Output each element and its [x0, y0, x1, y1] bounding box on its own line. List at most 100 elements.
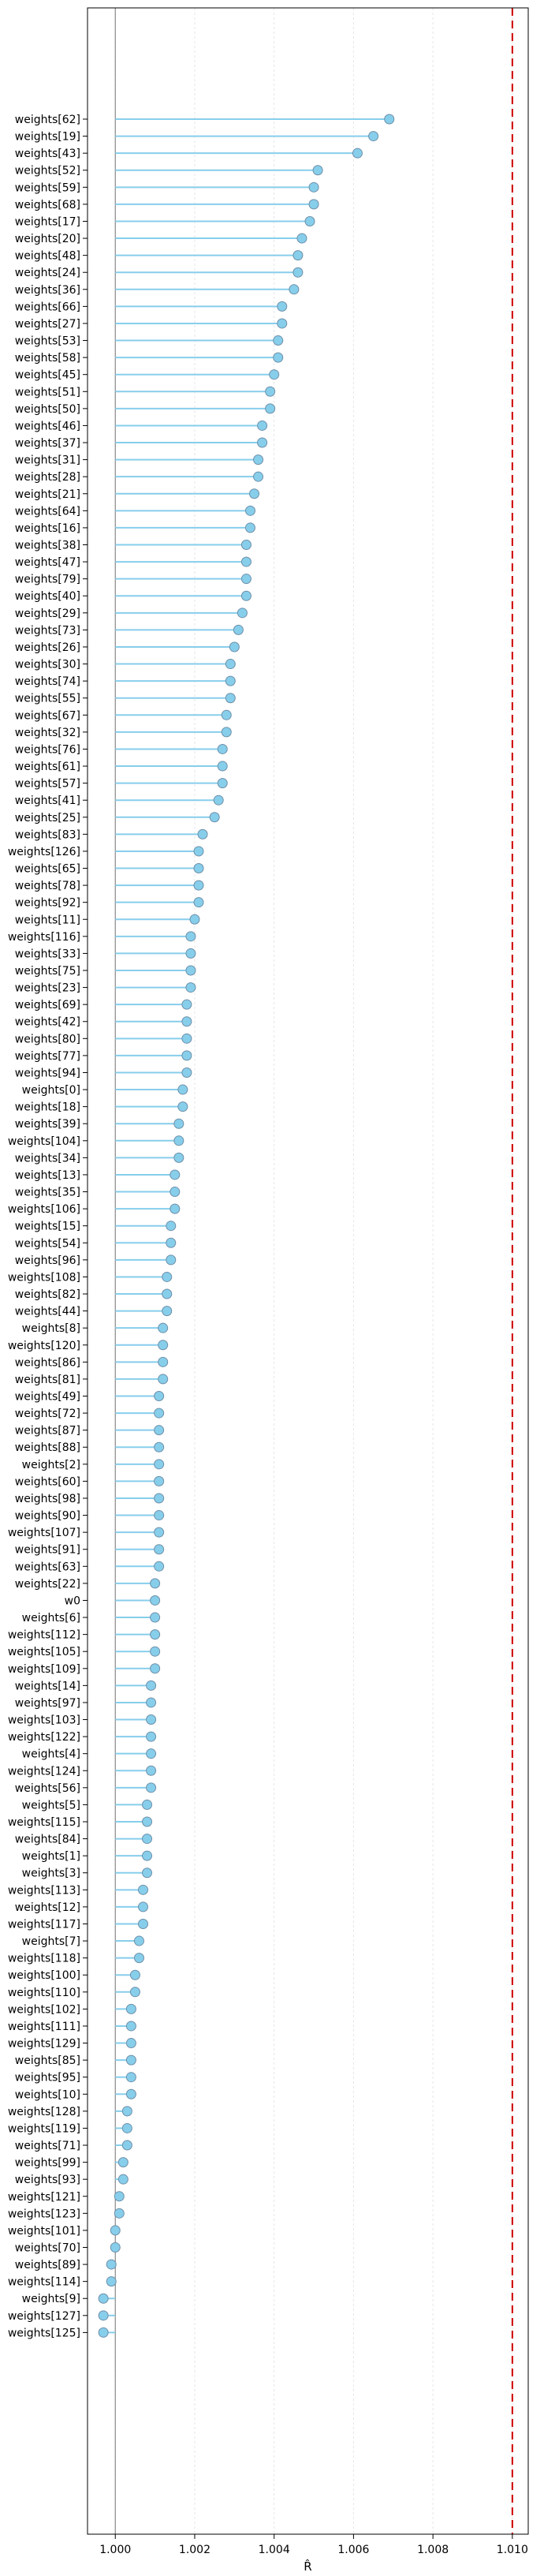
marker — [98, 2327, 109, 2338]
x-tick-label: 1.010 — [497, 2544, 528, 2556]
y-tick-label: weights[72] — [15, 1408, 80, 1420]
x-tick-label: 1.004 — [259, 2544, 290, 2556]
y-tick-label: weights[96] — [15, 1254, 80, 1267]
y-tick-label: weights[103] — [8, 1714, 80, 1727]
marker — [185, 931, 196, 942]
y-tick-label: weights[97] — [15, 1697, 80, 1710]
marker — [277, 301, 288, 312]
y-tick-label: weights[125] — [8, 2327, 80, 2339]
marker — [265, 386, 276, 397]
y-tick-label: weights[3] — [22, 1868, 80, 1880]
marker — [308, 199, 319, 210]
marker — [125, 2072, 136, 2083]
y-tick-label: weights[95] — [15, 2072, 80, 2084]
y-tick-label: weights[25] — [15, 812, 80, 824]
y-tick-label: weights[93] — [15, 2174, 80, 2186]
marker — [138, 1884, 149, 1895]
y-tick-label: weights[71] — [15, 2140, 80, 2152]
y-tick-label: weights[84] — [15, 1834, 80, 1846]
marker — [142, 1868, 153, 1879]
y-tick-label: weights[14] — [15, 1680, 80, 1692]
marker — [209, 812, 220, 823]
y-tick-label: weights[117] — [8, 1918, 80, 1931]
marker — [240, 556, 252, 567]
marker — [142, 1799, 153, 1810]
marker — [257, 437, 268, 448]
y-tick-label: weights[10] — [15, 2088, 80, 2101]
marker — [121, 2122, 132, 2133]
y-tick-label: weights[118] — [8, 1953, 80, 1965]
y-axis-ticks: weights[62] weights[19] weights[43] weights… — [8, 114, 88, 2339]
marker — [154, 1544, 165, 1555]
y-tick-label: weights[111] — [8, 2021, 80, 2033]
marker — [193, 880, 204, 891]
marker — [185, 948, 196, 959]
y-tick-label: weights[87] — [15, 1425, 80, 1438]
y-tick-label: weights[19] — [15, 131, 80, 144]
marker — [170, 1169, 181, 1180]
marker — [154, 1475, 165, 1486]
y-tick-label: weights[9] — [22, 2293, 80, 2305]
y-tick-label: weights[60] — [15, 1475, 80, 1488]
y-tick-label: weights[74] — [15, 675, 80, 688]
marker — [125, 2054, 136, 2066]
marker — [129, 1987, 140, 1998]
y-tick-label: weights[5] — [22, 1799, 80, 1811]
x-tick-label: 1.006 — [337, 2544, 369, 2556]
y-tick-label: weights[91] — [15, 1544, 80, 1557]
marker — [158, 1374, 169, 1385]
marker — [240, 574, 252, 585]
y-tick-label: weights[16] — [15, 522, 80, 535]
y-tick-label: weights[113] — [8, 1884, 80, 1897]
y-tick-label: weights[15] — [15, 1221, 80, 1233]
marker — [150, 1612, 161, 1623]
y-tick-label: weights[129] — [8, 2038, 80, 2051]
y-tick-label: weights[30] — [15, 659, 80, 671]
y-tick-label: weights[57] — [15, 778, 80, 791]
marker — [225, 693, 236, 704]
marker — [150, 1578, 161, 1589]
marker — [193, 863, 204, 874]
marker — [173, 1135, 184, 1146]
marker — [138, 1918, 149, 1929]
marker — [138, 1901, 149, 1912]
marker — [154, 1408, 165, 1419]
marker — [154, 1510, 165, 1521]
marker — [217, 778, 228, 789]
y-tick-label: weights[108] — [8, 1271, 80, 1284]
y-tick-label: weights[31] — [15, 454, 80, 467]
y-tick-label: weights[81] — [15, 1374, 80, 1386]
y-tick-label: weights[46] — [15, 420, 80, 432]
marker — [269, 369, 280, 380]
y-tick-label: weights[110] — [8, 1987, 80, 1999]
marker — [162, 1306, 173, 1317]
marker — [217, 743, 228, 754]
reference-lines — [114, 8, 513, 2534]
marker — [197, 828, 208, 839]
marker — [114, 2191, 125, 2202]
marker — [181, 999, 192, 1010]
y-tick-label: weights[24] — [15, 267, 80, 279]
y-tick-label: weights[56] — [15, 1782, 80, 1795]
y-tick-label: weights[41] — [15, 794, 80, 807]
stems — [103, 118, 389, 2334]
y-tick-label: weights[99] — [15, 2157, 80, 2170]
y-tick-label: weights[7] — [22, 1935, 80, 1948]
marker — [150, 1646, 161, 1657]
y-tick-label: weights[101] — [8, 2225, 80, 2238]
y-tick-label: weights[20] — [15, 233, 80, 245]
marker — [244, 505, 255, 516]
marker — [249, 488, 260, 499]
y-tick-label: weights[120] — [8, 1340, 80, 1352]
x-tick-label: 1.002 — [179, 2544, 211, 2556]
y-tick-label: weights[115] — [8, 1816, 80, 1829]
y-tick-label: weights[50] — [15, 403, 80, 416]
marker — [142, 1834, 153, 1845]
marker — [133, 1935, 144, 1946]
y-tick-label: weights[63] — [15, 1561, 80, 1573]
marker — [289, 284, 300, 295]
x-tick-label: 1.008 — [417, 2544, 449, 2556]
y-tick-label: weights[37] — [15, 437, 80, 450]
marker — [185, 982, 196, 993]
marker — [98, 2310, 109, 2321]
